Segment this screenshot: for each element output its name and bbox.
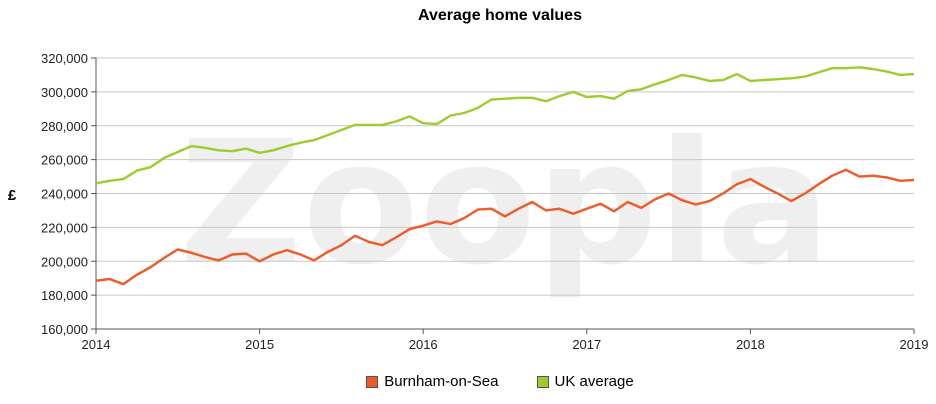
watermark-layer: Zoopla [179,105,831,303]
y-tick-label: 300,000 [41,85,88,100]
y-tick-label: 220,000 [41,220,88,235]
y-tick-label: 260,000 [41,153,88,168]
series-line-burnham-on-sea [95,168,915,286]
chart-title: Average home values [418,7,582,24]
x-tick-label: 2016 [409,337,438,352]
x-tick-label: 2018 [736,337,765,352]
series-line-uk-average [95,66,915,185]
y-tick-label: 180,000 [41,288,88,303]
series-lines [95,66,915,286]
watermark-text: Zoopla [179,105,831,303]
legend: Burnham-on-Sea UK average [0,373,936,390]
y-tick-label: 240,000 [41,187,88,202]
x-tick-label: 2015 [245,337,274,352]
y-tick-label: 320,000 [41,51,88,66]
x-tick-label: 2014 [82,337,111,352]
y-tick-label: 280,000 [41,119,88,134]
y-axis-label: £ [8,187,17,204]
legend-item-burnham[interactable]: Burnham-on-Sea [366,373,499,390]
axes: 160,000 180,000 200,000 220,000 240,000 260,0… [41,51,928,352]
legend-swatch-uk-average [536,375,549,388]
legend-item-uk-average[interactable]: UK average [536,373,634,390]
y-tick-label: 160,000 [41,322,88,337]
x-tick-label: 2017 [572,337,601,352]
legend-label-uk-average: UK average [554,373,634,390]
y-tick-label: 200,000 [41,254,88,269]
x-tick-label: 2019 [900,337,929,352]
legend-label-burnham: Burnham-on-Sea [384,373,499,390]
legend-swatch-burnham [366,375,379,388]
